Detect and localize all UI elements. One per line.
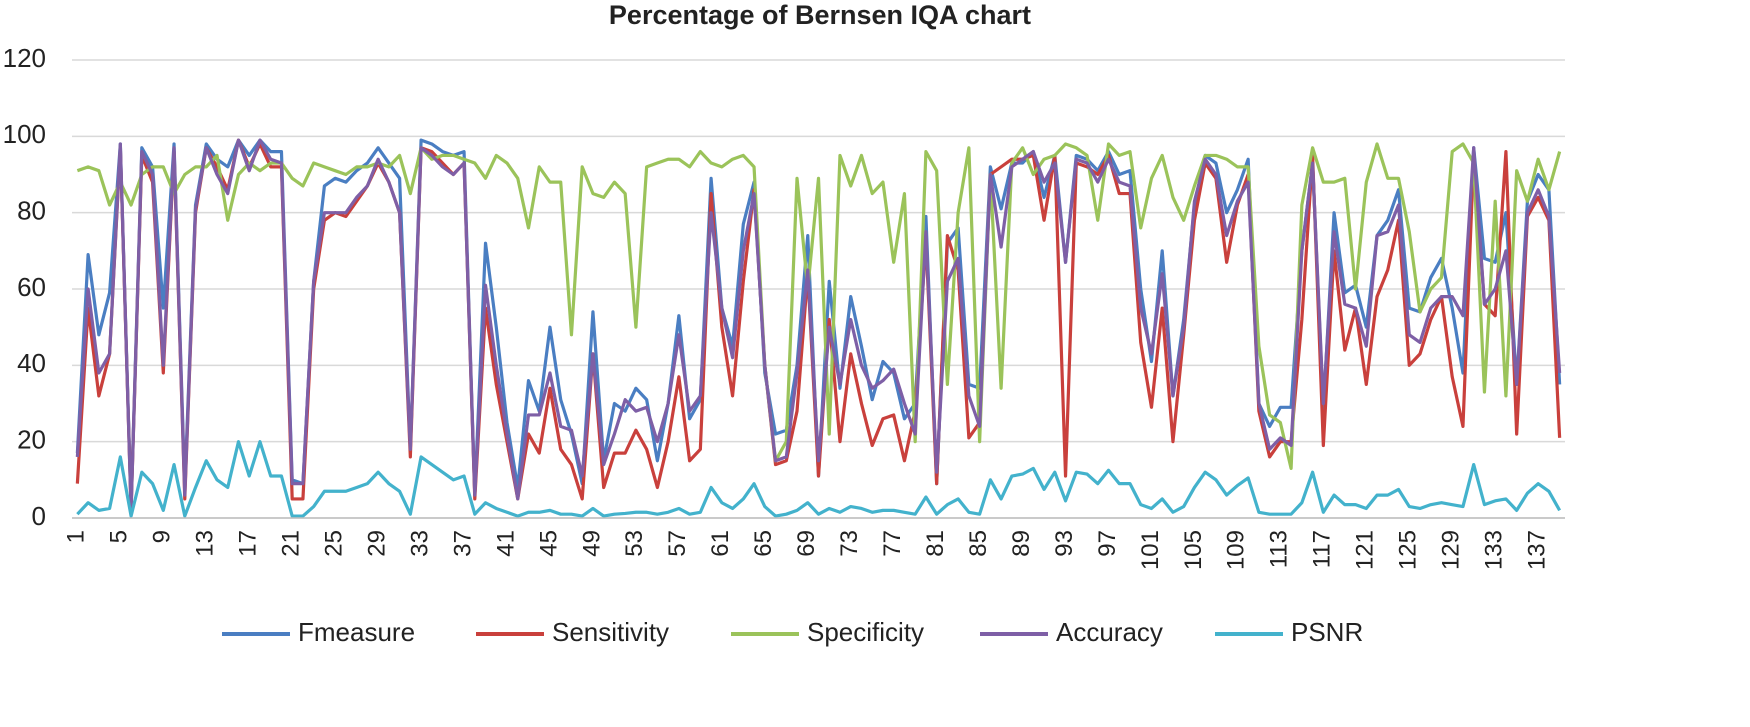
y-tick-label: 0: [32, 501, 46, 531]
y-tick-label: 80: [17, 196, 46, 226]
y-tick-label: 20: [17, 425, 46, 455]
x-tick-label: 109: [1223, 530, 1250, 570]
x-tick-label: 133: [1481, 530, 1508, 570]
x-tick-label: 45: [535, 530, 562, 557]
x-tick-label: 25: [320, 530, 347, 557]
x-tick-label: 33: [406, 530, 433, 557]
x-tick-label: 61: [707, 530, 734, 557]
series-line: [76, 440, 1562, 518]
series-line: [75, 138, 1562, 512]
x-tick-label: 53: [621, 530, 648, 557]
x-tick-label: 9: [149, 530, 176, 543]
x-tick-label: 41: [492, 530, 519, 557]
x-tick-label: 57: [664, 530, 691, 557]
axes: 0 20 40 60 80 100 120 1 5 9 13 17 21 25 29 33 37 41 45 49 53…: [3, 43, 1565, 570]
x-tick-label: 5: [106, 530, 133, 543]
x-tick-label: 29: [363, 530, 390, 557]
y-tick-label: 100: [3, 119, 46, 149]
x-tick-label: 13: [192, 530, 219, 557]
x-tick-label: 77: [879, 530, 906, 557]
x-tick-label: 85: [965, 530, 992, 557]
x-tick-label: 81: [922, 530, 949, 557]
plot: [75, 138, 1562, 518]
legend-label: Fmeasure: [298, 617, 415, 647]
legend-label: Specificity: [807, 617, 924, 647]
x-tick-label: 125: [1395, 530, 1422, 570]
chart-title: Percentage of Bernsen IQA chart: [609, 0, 1031, 30]
x-tick-label: 105: [1180, 530, 1207, 570]
legend-label: Accuracy: [1056, 617, 1163, 647]
x-tick-label: 129: [1438, 530, 1465, 570]
x-tick-label: 69: [793, 530, 820, 557]
x-tick-label: 93: [1051, 530, 1078, 557]
legend-label: Sensitivity: [552, 617, 669, 647]
x-tick-label: 21: [278, 530, 305, 557]
x-tick-label: 73: [836, 530, 863, 557]
x-tick-label: 37: [449, 530, 476, 557]
x-tick-label: 97: [1094, 530, 1121, 557]
y-tick-label: 120: [3, 43, 46, 73]
y-tick-label: 40: [17, 348, 46, 378]
x-tick-label: 117: [1309, 530, 1336, 568]
x-tick-label: 137: [1523, 530, 1550, 570]
x-tick-label: 113: [1266, 530, 1293, 568]
x-tick-label: 49: [578, 530, 605, 557]
x-tick-label: 89: [1008, 530, 1035, 557]
x-tick-label: 121: [1352, 530, 1379, 570]
x-tick-label: 65: [750, 530, 777, 557]
x-tick-label: 17: [235, 530, 262, 557]
x-tick-label: 1: [63, 530, 90, 543]
series-line: [76, 142, 1562, 470]
legend: Fmeasure Sensitivity Specificity Accuracy PS…: [222, 617, 1363, 647]
x-tick-label: 101: [1137, 530, 1164, 570]
legend-label: PSNR: [1291, 617, 1363, 647]
y-tick-label: 60: [17, 272, 46, 302]
